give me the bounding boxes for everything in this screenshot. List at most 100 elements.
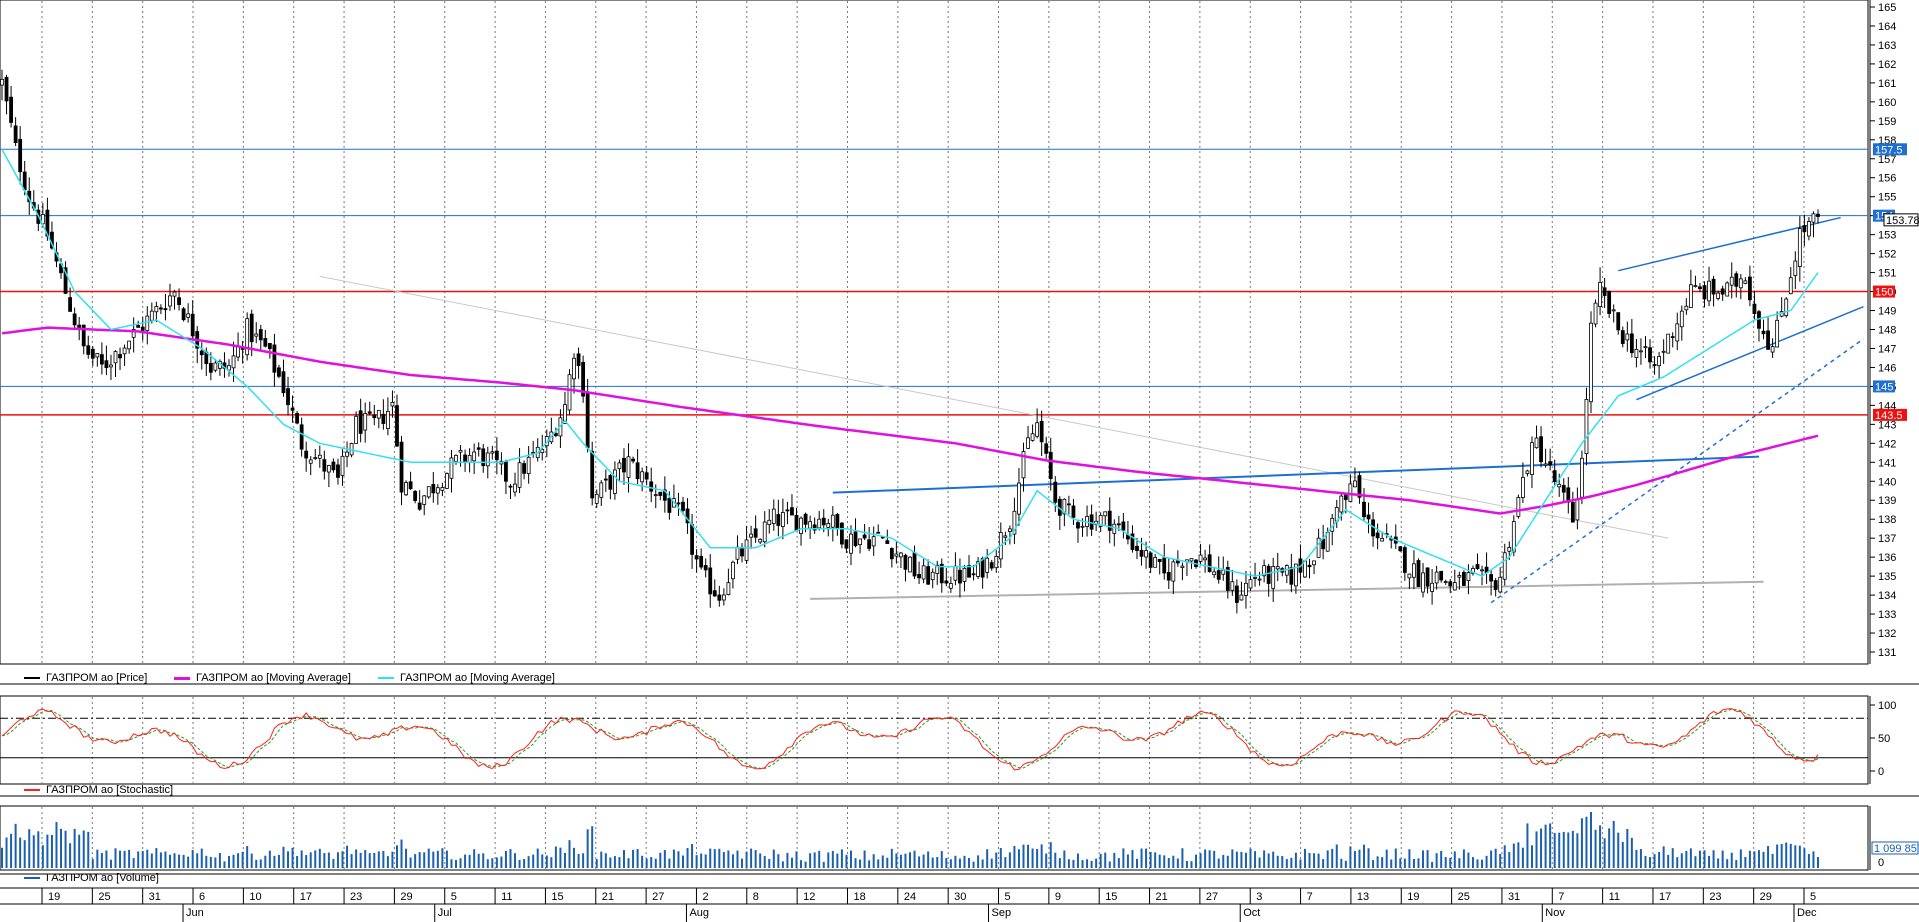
candle-body [1412,563,1416,578]
volume-bar [573,847,576,868]
candle-body [186,313,191,318]
volume-bar [400,839,403,868]
volume-bar [945,858,948,868]
candle-body [295,412,300,424]
candle-body [644,472,649,480]
volume-bar [291,847,294,868]
volume-bar [918,856,921,868]
price-level-tag-label: 143.5 [1875,410,1903,422]
candle-body [608,475,613,490]
candle-body [572,357,576,380]
candle-body [1316,537,1321,558]
volume-bar [82,830,85,868]
volume-bar [1608,828,1611,868]
volume-bar [1031,848,1034,868]
candle-body [1307,564,1312,568]
candle-body [1039,420,1044,443]
volume-bar [64,830,67,868]
volume-bar [391,851,394,868]
volume-bar [1748,850,1751,868]
volume-bar [46,834,49,868]
candle-body [1294,563,1298,587]
candle-body [622,457,626,473]
volume-bar [232,854,235,868]
candle-body [708,567,713,595]
candle-body [1448,581,1453,587]
volume-bar [1372,859,1375,868]
volume-bar [777,854,780,868]
candle-body [1534,437,1539,449]
candle-body [1616,312,1621,331]
candle-body [553,433,558,437]
candle-body [1289,567,1294,585]
volume-bar [1217,858,1220,868]
volume-bar [695,855,698,868]
price-level-tag [1873,285,1895,298]
volume-bar [1653,854,1656,868]
trend-line-grey-support [810,580,1764,600]
price-tick-label: 142 [1878,438,1896,450]
month-tick-label: Oct [1243,907,1260,919]
candle-body [540,448,545,454]
volume-bar [504,850,507,868]
candle-body [1157,558,1162,562]
candle-body [631,458,635,462]
candle-body [1035,422,1040,437]
candle-body [1702,285,1707,300]
volume-bar [1122,848,1125,868]
candle-body [1525,470,1530,474]
volume-bar [650,857,653,868]
volume-bar [1580,818,1583,868]
candle-body [513,483,517,493]
date-tick-label: 19 [48,891,60,903]
candle-body [1402,547,1407,573]
candle-body [149,310,154,321]
volume-bar [1099,853,1102,868]
volume-bar [731,854,734,868]
volume-bar [395,845,398,868]
volume-bar [582,853,585,868]
candle-body [635,462,640,480]
volume-bar [132,858,135,868]
volume-bar [514,853,517,868]
legend-stochastic-swatch [24,789,40,791]
volume-bar [1540,828,1543,868]
volume-bar [1267,853,1270,868]
volume-bar [187,856,190,868]
trend-line-channel-lower [1636,306,1864,401]
volume-bar [768,858,771,868]
volume-bar [1544,824,1547,868]
volume-bar [91,859,94,868]
candle-body [1239,594,1244,601]
date-tick-label: 7 [1307,891,1313,903]
volume-bar [1067,859,1070,868]
volume-bar [1803,848,1806,868]
volume-bar [1158,854,1161,868]
volume-bar [436,850,439,868]
candle-body [1452,582,1457,591]
date-tick-label: 11 [1609,891,1620,903]
candle-body [658,491,663,496]
candle-body [413,491,418,501]
candle-body [272,344,277,373]
candle-body [1734,273,1739,287]
volume-bar [105,850,108,868]
volume-bar [813,852,816,868]
volume-bar [1017,849,1020,868]
candle-body [1548,461,1553,466]
candle-body [794,514,799,531]
candle-body [976,561,980,577]
candle-body [463,454,467,463]
volume-bar [1621,841,1624,868]
volume-bar [1626,828,1629,868]
legend-ma-fast-label: ГАЗПРОМ ао [Moving Average] [400,672,555,684]
volume-bar [1785,842,1788,868]
candle-body [526,456,531,475]
candle-body [340,455,345,476]
candle-body [1162,557,1167,574]
candle-body [13,125,18,143]
volume-bar [87,831,90,868]
volume-bar [1176,858,1179,868]
